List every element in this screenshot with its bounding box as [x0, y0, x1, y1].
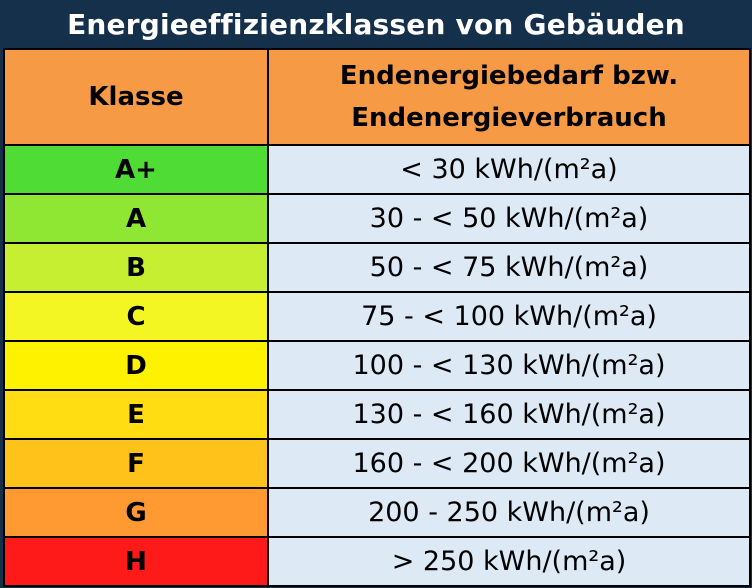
- class-cell: G: [3, 487, 269, 538]
- energy-range-cell: 75 - < 100 kWh/(m²a): [267, 291, 751, 342]
- column-header-endenergie-line2: Endenergieverbrauch: [351, 103, 667, 133]
- table-row: E 130 - < 160 kWh/(m²a): [3, 389, 751, 440]
- table-row: A 30 - < 50 kWh/(m²a): [3, 193, 751, 244]
- table-row: A+ < 30 kWh/(m²a): [3, 144, 751, 195]
- energy-range-cell: 130 - < 160 kWh/(m²a): [267, 389, 751, 440]
- class-cell: F: [3, 438, 269, 489]
- column-header-endenergie: Endenergiebedarf bzw. Endenergieverbrauc…: [267, 48, 751, 146]
- class-cell: A: [3, 193, 269, 244]
- table-row: F 160 - < 200 kWh/(m²a): [3, 438, 751, 489]
- energy-range-cell: 200 - 250 kWh/(m²a): [267, 487, 751, 538]
- energy-range-cell: 100 - < 130 kWh/(m²a): [267, 340, 751, 391]
- class-cell: E: [3, 389, 269, 440]
- energy-range-cell: 160 - < 200 kWh/(m²a): [267, 438, 751, 489]
- table-header-row: Klasse Endenergiebedarf bzw. Endenergiev…: [3, 48, 751, 146]
- table-row: D 100 - < 130 kWh/(m²a): [3, 340, 751, 391]
- class-cell: B: [3, 242, 269, 293]
- energy-range-cell: < 30 kWh/(m²a): [267, 144, 751, 195]
- energy-range-cell: > 250 kWh/(m²a): [267, 536, 751, 587]
- column-header-endenergie-line1: Endenergiebedarf bzw.: [339, 61, 679, 91]
- column-header-klasse: Klasse: [3, 48, 269, 146]
- energy-class-table: Klasse Endenergiebedarf bzw. Endenergiev…: [3, 48, 751, 587]
- table-row: C 75 - < 100 kWh/(m²a): [3, 291, 751, 342]
- class-cell: C: [3, 291, 269, 342]
- class-cell: D: [3, 340, 269, 391]
- energy-range-cell: 30 - < 50 kWh/(m²a): [267, 193, 751, 244]
- page-title: Energieeffizienzklassen von Gebäuden: [67, 7, 685, 41]
- table-row: B 50 - < 75 kWh/(m²a): [3, 242, 751, 293]
- class-cell: H: [3, 536, 269, 587]
- table-row: G 200 - 250 kWh/(m²a): [3, 487, 751, 538]
- table-row: H > 250 kWh/(m²a): [3, 536, 751, 587]
- class-cell: A+: [3, 144, 269, 195]
- energy-range-cell: 50 - < 75 kWh/(m²a): [267, 242, 751, 293]
